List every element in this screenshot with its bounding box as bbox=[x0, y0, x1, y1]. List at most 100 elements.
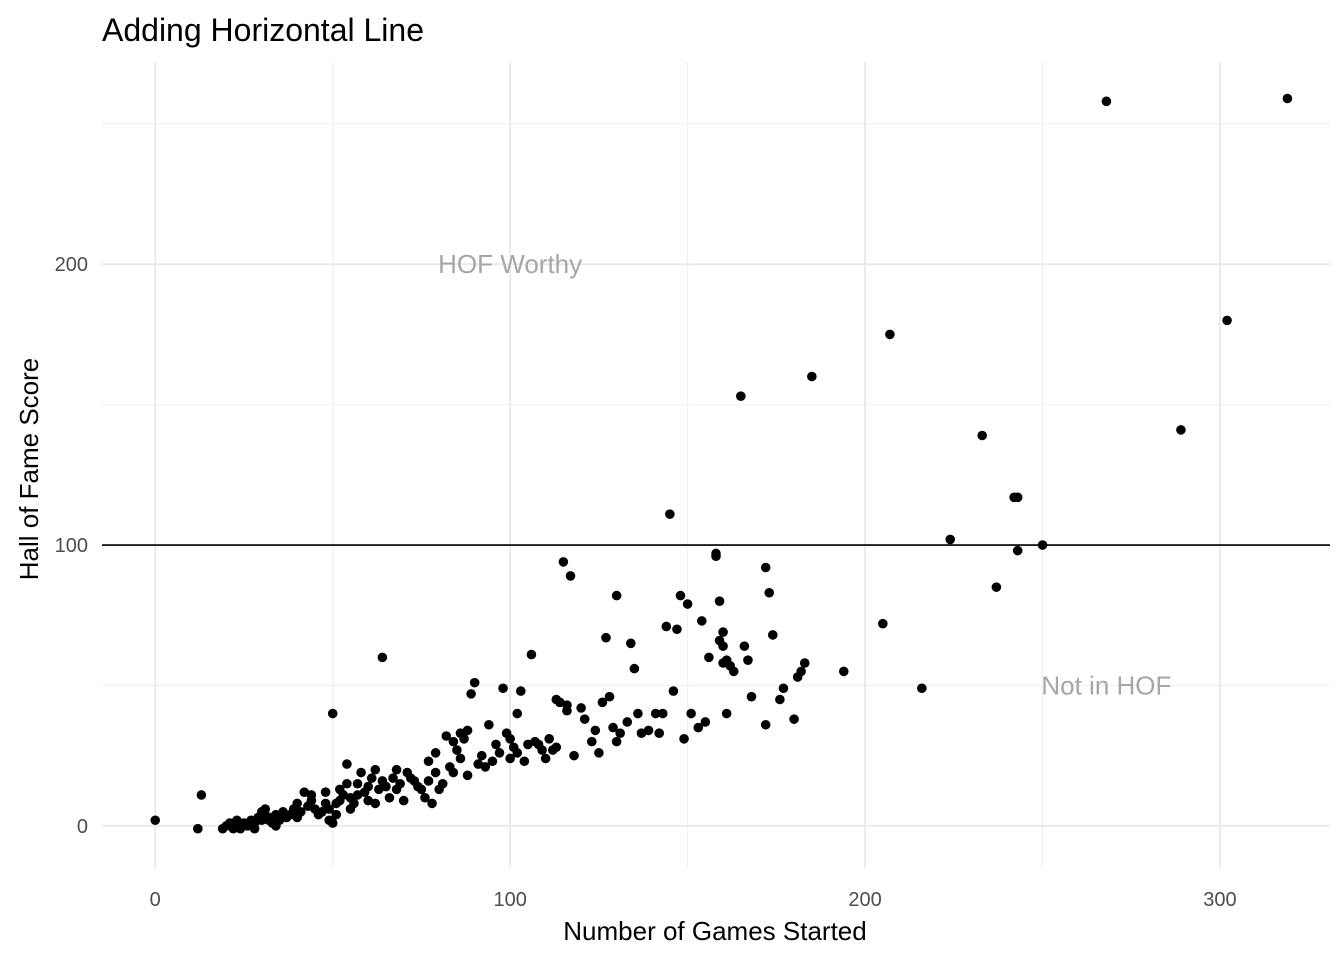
data-point-192 bbox=[878, 618, 888, 629]
data-point-51 bbox=[342, 759, 352, 769]
data-point-186 bbox=[789, 714, 799, 724]
data-point-175 bbox=[728, 666, 739, 677]
data-point-163 bbox=[700, 717, 711, 727]
data-point-69 bbox=[384, 792, 395, 803]
x-axis-ticks: 0 100 200 300 bbox=[150, 889, 1237, 911]
data-point-30 bbox=[292, 798, 303, 809]
data-point-103 bbox=[484, 719, 494, 730]
data-point-157 bbox=[675, 590, 686, 601]
data-point-179 bbox=[746, 691, 757, 702]
data-point-117 bbox=[526, 649, 537, 660]
data-point-57 bbox=[352, 778, 363, 789]
data-point-141 bbox=[611, 736, 622, 747]
data-point-180 bbox=[760, 562, 771, 573]
data-point-153 bbox=[661, 621, 672, 632]
data-points bbox=[150, 93, 1293, 834]
annotation-label-0: HOF Worthy bbox=[438, 249, 582, 279]
data-point-178 bbox=[743, 655, 753, 665]
data-point-32 bbox=[295, 807, 306, 817]
data-point-184 bbox=[775, 694, 785, 705]
data-point-164 bbox=[704, 652, 714, 663]
data-point-19 bbox=[260, 804, 271, 814]
data-point-106 bbox=[494, 748, 505, 758]
data-point-181 bbox=[760, 719, 771, 730]
data-point-36 bbox=[306, 795, 317, 806]
data-point-159 bbox=[682, 599, 693, 609]
data-point-135 bbox=[590, 725, 601, 736]
data-point-152 bbox=[657, 708, 668, 719]
data-point-149 bbox=[643, 725, 654, 736]
data-point-55 bbox=[349, 798, 359, 809]
data-point-101 bbox=[476, 750, 487, 761]
data-point-92 bbox=[452, 745, 462, 755]
data-point-121 bbox=[540, 753, 551, 764]
data-point-191 bbox=[838, 666, 849, 677]
data-point-188 bbox=[796, 666, 806, 677]
data-point-96 bbox=[462, 725, 473, 736]
data-point-134 bbox=[586, 736, 597, 747]
data-point-131 bbox=[569, 750, 579, 761]
data-point-200 bbox=[1012, 545, 1023, 556]
data-point-122 bbox=[544, 734, 554, 744]
data-point-189 bbox=[799, 658, 810, 668]
data-point-137 bbox=[597, 697, 608, 708]
data-point-2 bbox=[196, 790, 207, 800]
data-point-98 bbox=[466, 689, 476, 699]
data-point-67 bbox=[377, 652, 388, 663]
data-point-88 bbox=[441, 731, 452, 741]
data-point-156 bbox=[672, 624, 682, 635]
data-point-63 bbox=[370, 764, 381, 775]
data-point-113 bbox=[512, 748, 523, 758]
data-point-60 bbox=[363, 781, 373, 792]
data-point-1 bbox=[193, 823, 203, 834]
data-point-183 bbox=[767, 630, 778, 640]
data-point-114 bbox=[515, 686, 526, 696]
data-point-107 bbox=[498, 683, 508, 694]
data-point-196 bbox=[977, 430, 987, 441]
data-point-0 bbox=[150, 815, 161, 826]
data-point-125 bbox=[551, 742, 562, 753]
data-point-166 bbox=[711, 551, 721, 562]
data-point-81 bbox=[423, 756, 434, 767]
data-point-68 bbox=[381, 781, 391, 792]
data-point-161 bbox=[693, 722, 704, 733]
data-point-90 bbox=[448, 736, 459, 747]
data-point-201 bbox=[1037, 540, 1048, 550]
annotations: HOF Worthy Not in HOF bbox=[438, 249, 1171, 700]
data-point-151 bbox=[654, 728, 665, 738]
data-point-87 bbox=[437, 778, 448, 789]
data-point-46 bbox=[331, 809, 342, 820]
data-point-105 bbox=[491, 739, 501, 750]
data-point-83 bbox=[427, 798, 437, 809]
annotation-label-1: Not in HOF bbox=[1041, 670, 1171, 700]
data-point-64 bbox=[370, 798, 381, 809]
data-point-140 bbox=[608, 722, 618, 733]
data-point-205 bbox=[1282, 93, 1293, 104]
y-tick-label-2: 200 bbox=[55, 254, 88, 276]
data-point-52 bbox=[342, 778, 352, 789]
data-point-177 bbox=[739, 641, 750, 651]
data-point-74 bbox=[398, 795, 409, 806]
x-tick-label-1: 100 bbox=[493, 889, 526, 911]
data-point-82 bbox=[423, 776, 434, 786]
data-point-162 bbox=[697, 616, 707, 626]
data-point-171 bbox=[718, 627, 728, 637]
y-tick-label-1: 100 bbox=[55, 535, 88, 557]
data-point-91 bbox=[448, 767, 459, 778]
data-point-85 bbox=[430, 748, 441, 758]
chart-title: Adding Horizontal Line bbox=[102, 12, 424, 48]
data-point-190 bbox=[807, 371, 817, 382]
data-point-185 bbox=[778, 683, 789, 694]
data-point-199 bbox=[1012, 492, 1023, 503]
x-tick-label-2: 200 bbox=[848, 889, 881, 911]
data-point-138 bbox=[601, 632, 611, 643]
data-point-147 bbox=[633, 708, 643, 719]
data-point-97 bbox=[462, 770, 473, 781]
data-point-195 bbox=[945, 534, 956, 545]
x-tick-label-0: 0 bbox=[150, 889, 161, 911]
data-point-62 bbox=[366, 773, 377, 783]
data-point-95 bbox=[459, 734, 469, 744]
data-point-143 bbox=[615, 728, 625, 738]
data-point-70 bbox=[388, 773, 398, 783]
